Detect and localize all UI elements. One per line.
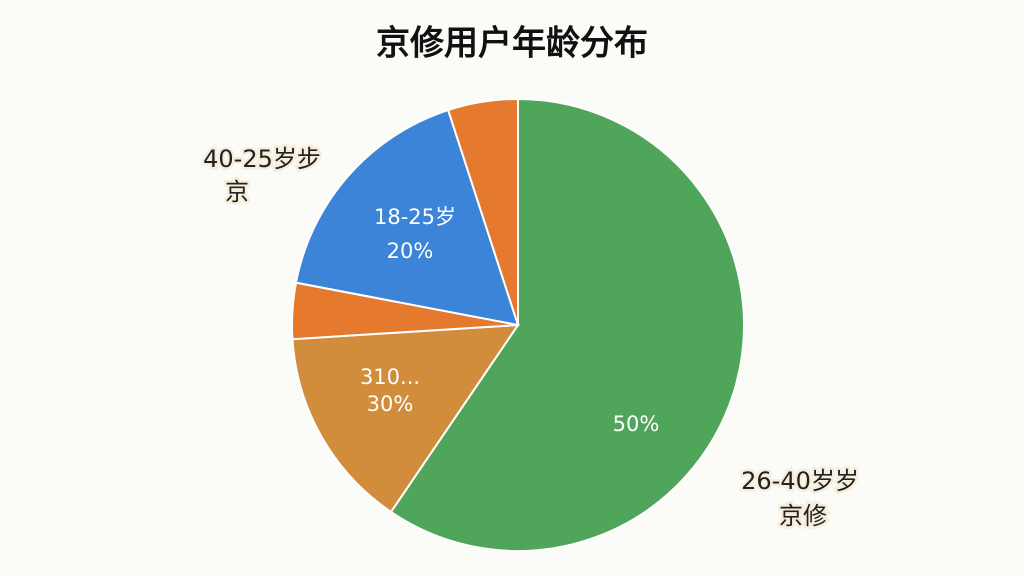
pie-slice [294,108,520,327]
pie-slice [389,97,745,552]
annotation: 310... [360,365,420,389]
annotation: 京修 [779,502,827,530]
annotation: 40-25岁步 [203,145,321,173]
annotation: 30% [367,392,414,416]
annotation: 26-40岁岁 [741,467,859,495]
pie-slice [446,97,519,326]
pie-slice [291,323,520,514]
annotation: 京 [225,178,249,206]
chart-title: 京修用户年龄分布 [376,24,648,64]
annotation: 50% [613,412,660,436]
pie [291,97,745,552]
annotation: 20% [387,239,434,263]
annotation: 18-25岁 [374,205,456,229]
